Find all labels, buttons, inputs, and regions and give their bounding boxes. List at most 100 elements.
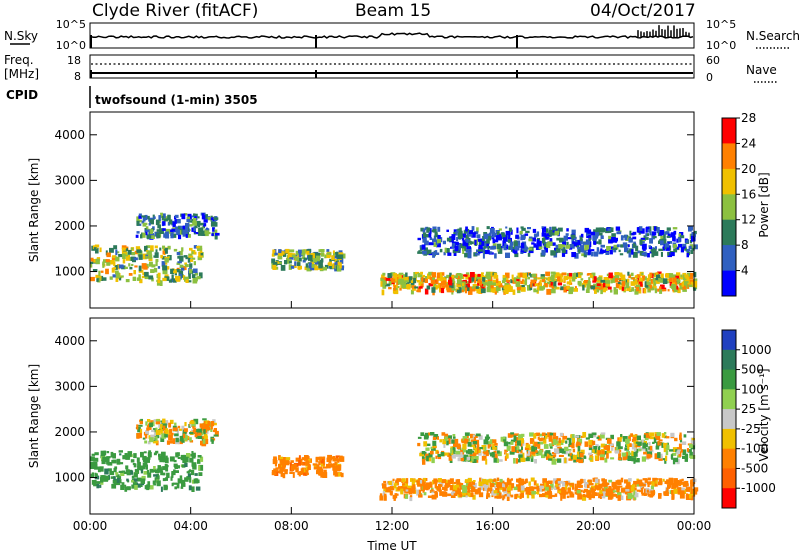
vel-cell <box>642 447 646 451</box>
power-cell <box>411 285 416 289</box>
vel-cell <box>316 468 320 473</box>
power-data-layer <box>90 212 698 296</box>
vel-cell <box>588 433 594 438</box>
vel-cell <box>426 455 429 462</box>
vel-cell <box>131 475 135 479</box>
power-cell <box>281 251 285 255</box>
power-cell <box>203 219 208 223</box>
vel-cell <box>658 478 663 484</box>
vel-cell <box>145 457 150 463</box>
power-cell <box>658 248 664 252</box>
vel-cell <box>519 480 525 485</box>
power-cell <box>194 224 198 229</box>
vel-cell <box>616 441 621 447</box>
power-colorbar-swatch <box>722 143 736 170</box>
power-cell <box>685 275 688 279</box>
vel-cell <box>690 489 693 494</box>
vel-cell <box>93 457 99 462</box>
power-cell <box>298 266 301 270</box>
vel-cell <box>665 455 668 461</box>
vel-cell <box>575 443 579 447</box>
vel-cell <box>591 493 595 498</box>
power-cell <box>661 284 665 290</box>
power-cell <box>476 234 481 238</box>
vel-cell <box>125 465 129 470</box>
power-cell <box>142 273 145 275</box>
power-cell <box>607 286 612 290</box>
vel-cell <box>545 486 549 491</box>
vel-cell <box>168 422 172 428</box>
power-cell <box>197 216 200 219</box>
power-cell <box>533 233 538 238</box>
power-cell <box>506 279 511 283</box>
vel-cell <box>278 463 282 469</box>
vel-cell <box>428 452 433 458</box>
vel-cell <box>407 485 413 488</box>
power-cell <box>193 245 197 249</box>
power-cell <box>295 257 299 261</box>
power-cell <box>586 283 590 290</box>
power-cell <box>575 244 580 248</box>
power-cell <box>585 289 590 293</box>
power-cell <box>494 289 497 295</box>
vel-cell <box>123 455 127 458</box>
vel-cell <box>304 455 309 461</box>
vel-cell <box>689 453 693 459</box>
vel-cell <box>130 470 134 475</box>
vel-cell <box>488 441 493 445</box>
power-cell <box>582 284 585 291</box>
vel-cell <box>160 486 163 492</box>
nsky-tick-bottom: 10^0 <box>56 39 86 52</box>
vel-cell <box>465 483 469 488</box>
power-cell <box>466 246 471 250</box>
vel-cell <box>332 456 336 462</box>
vel-cell <box>110 476 114 479</box>
vel-cell <box>482 451 488 454</box>
power-cell <box>121 250 127 255</box>
power-cell <box>603 277 607 282</box>
vel-cell <box>126 486 131 491</box>
vel-cell <box>487 445 490 449</box>
power-cell <box>591 249 595 252</box>
vel-cell <box>513 435 517 442</box>
vel-cell <box>136 457 140 463</box>
vel-colorbar-swatch <box>722 448 736 469</box>
power-cell <box>670 232 674 238</box>
vel-cell <box>564 450 568 455</box>
power-cell <box>645 233 648 237</box>
power-cell <box>447 252 452 256</box>
power-cell <box>489 285 494 289</box>
power-cell <box>513 241 518 246</box>
power-cell <box>595 227 600 234</box>
power-cell <box>654 288 658 294</box>
vel-band-e <box>417 432 696 465</box>
vel-cell <box>533 433 537 439</box>
power-cell <box>668 273 674 279</box>
vel-cell <box>319 466 323 471</box>
power-cell <box>124 266 128 269</box>
power-cell <box>154 245 158 249</box>
power-cell <box>448 279 453 286</box>
power-cell <box>534 283 539 287</box>
vel-cell <box>661 442 665 448</box>
vel-cell <box>562 493 566 499</box>
power-cell <box>511 274 514 281</box>
vel-cell <box>529 432 534 437</box>
power-colorbar-frame <box>721 117 737 297</box>
vel-cell <box>144 440 148 444</box>
power-cell <box>465 234 469 241</box>
vel-cell <box>421 481 426 485</box>
power-cell <box>478 249 483 252</box>
power-cell <box>277 253 283 260</box>
vel-cell <box>577 438 583 444</box>
vel-cell <box>499 492 502 497</box>
power-cell <box>400 279 405 285</box>
power-cell <box>420 282 424 288</box>
vel-cell <box>145 421 148 426</box>
vel-cell <box>654 478 657 481</box>
vel-cell <box>679 487 685 494</box>
power-cell <box>428 242 434 246</box>
vel-cell <box>618 485 623 488</box>
vel-cell <box>328 463 332 466</box>
